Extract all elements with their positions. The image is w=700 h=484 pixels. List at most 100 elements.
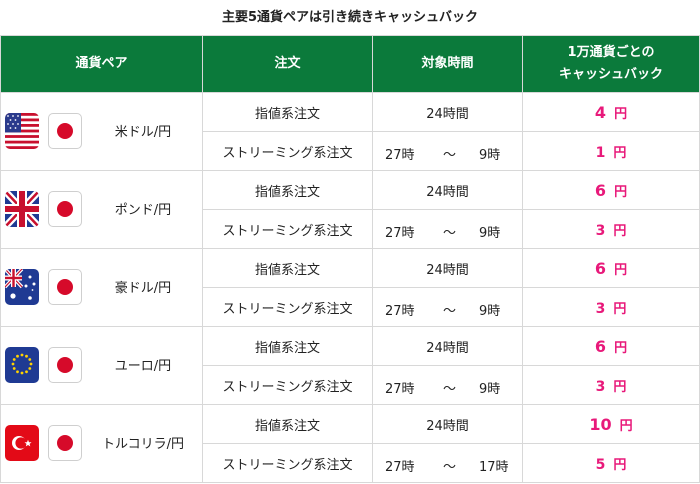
- tr-flag-icon: [5, 425, 39, 461]
- yen-unit: 円: [614, 340, 628, 356]
- order-type: 指値系注文: [202, 170, 373, 210]
- pair-cell: ユーロ/円: [0, 326, 203, 405]
- jp-flag-icon: [48, 113, 82, 149]
- period: 27時 〜 9時: [372, 209, 523, 249]
- period-from: 27時: [385, 460, 415, 475]
- period: 27時 〜 9時: [372, 131, 523, 171]
- header-order: 注文: [202, 35, 373, 93]
- pair-cell: ポンド/円: [0, 170, 203, 249]
- period: 27時 〜 17時: [372, 443, 523, 483]
- pair-name: ポンド/円: [114, 203, 172, 218]
- yen-unit: 円: [614, 184, 628, 200]
- pair-cell: 米ドル/円: [0, 92, 203, 171]
- header-period: 対象時間: [372, 35, 523, 93]
- uk-flag-icon: [5, 191, 39, 227]
- period-from: 27時: [385, 304, 415, 319]
- period: 27時 〜 9時: [372, 287, 523, 327]
- jp-flag-icon: [48, 347, 82, 383]
- order-type: 指値系注文: [202, 248, 373, 288]
- pair-name: ユーロ/円: [114, 359, 172, 374]
- period: 24時間: [372, 92, 523, 132]
- yen-unit: 円: [619, 418, 633, 434]
- pair-name: 米ドル/円: [114, 125, 172, 140]
- order-type: 指値系注文: [202, 92, 373, 132]
- period-from: 27時: [385, 382, 415, 397]
- table-row: トルコリラ/円 指値系注文 24時間 10 円: [0, 404, 700, 483]
- header-cashback: 1万通貨ごとの キャッシュバック: [522, 35, 700, 93]
- us-flag-icon: [5, 113, 39, 149]
- order-type: 指値系注文: [202, 326, 373, 366]
- period-to: 9時: [479, 304, 501, 319]
- cashback-amount: 1: [595, 144, 606, 161]
- period: 24時間: [372, 248, 523, 288]
- pair-cell: トルコリラ/円: [0, 404, 203, 483]
- cashback-amount: 3: [595, 378, 606, 395]
- cashback-amount: 10: [589, 414, 612, 434]
- period: 24時間: [372, 404, 523, 444]
- au-flag-icon: [5, 269, 39, 305]
- period-sep: 〜: [443, 226, 457, 241]
- cashback-amount-cell: 10 円: [522, 404, 700, 444]
- header-cashback-line2: キャッシュバック: [558, 67, 663, 82]
- yen-unit: 円: [614, 262, 628, 278]
- table-header-row: 通貨ペア 注文 対象時間 1万通貨ごとの キャッシュバック: [0, 35, 700, 93]
- eu-flag-icon: [5, 347, 39, 383]
- pair-cell: 豪ドル/円: [0, 248, 203, 327]
- period-sep: 〜: [443, 382, 457, 397]
- period: 27時 〜 9時: [372, 365, 523, 405]
- yen-unit: 円: [613, 301, 627, 317]
- order-type: ストリーミング系注文: [202, 443, 373, 483]
- order-type: ストリーミング系注文: [202, 131, 373, 171]
- period-sep: 〜: [443, 304, 457, 319]
- page-title: 主要5通貨ペアは引き続きキャッシュバック: [221, 10, 479, 25]
- cashback-table: 通貨ペア 注文 対象時間 1万通貨ごとの キャッシュバック: [0, 35, 700, 483]
- pair-name: 豪ドル/円: [114, 281, 172, 296]
- yen-unit: 円: [613, 457, 627, 473]
- cashback-amount: 3: [595, 222, 606, 239]
- period: 24時間: [372, 326, 523, 366]
- header-pair: 通貨ペア: [0, 35, 203, 93]
- order-type: ストリーミング系注文: [202, 287, 373, 327]
- yen-unit: 円: [614, 106, 628, 122]
- period-from: 27時: [385, 148, 415, 163]
- cashback-amount: 4: [594, 102, 607, 122]
- jp-flag-icon: [48, 425, 82, 461]
- header-cashback-line1: 1万通貨ごとの: [567, 45, 655, 60]
- order-type: 指値系注文: [202, 404, 373, 444]
- order-type: ストリーミング系注文: [202, 365, 373, 405]
- period-to: 9時: [479, 382, 501, 397]
- period-to: 9時: [479, 148, 501, 163]
- period-to: 17時: [479, 460, 509, 475]
- cashback-amount: 5: [595, 456, 606, 473]
- period-sep: 〜: [443, 460, 457, 475]
- cashback-amount: 6: [594, 258, 607, 278]
- cashback-amount: 6: [594, 180, 607, 200]
- pair-name: トルコリラ/円: [101, 437, 185, 452]
- yen-unit: 円: [613, 379, 627, 395]
- period: 24時間: [372, 170, 523, 210]
- jp-flag-icon: [48, 191, 82, 227]
- period-sep: 〜: [443, 148, 457, 163]
- cashback-amount: 3: [595, 300, 606, 317]
- cashback-amount: 6: [594, 336, 607, 356]
- order-type: ストリーミング系注文: [202, 209, 373, 249]
- period-from: 27時: [385, 226, 415, 241]
